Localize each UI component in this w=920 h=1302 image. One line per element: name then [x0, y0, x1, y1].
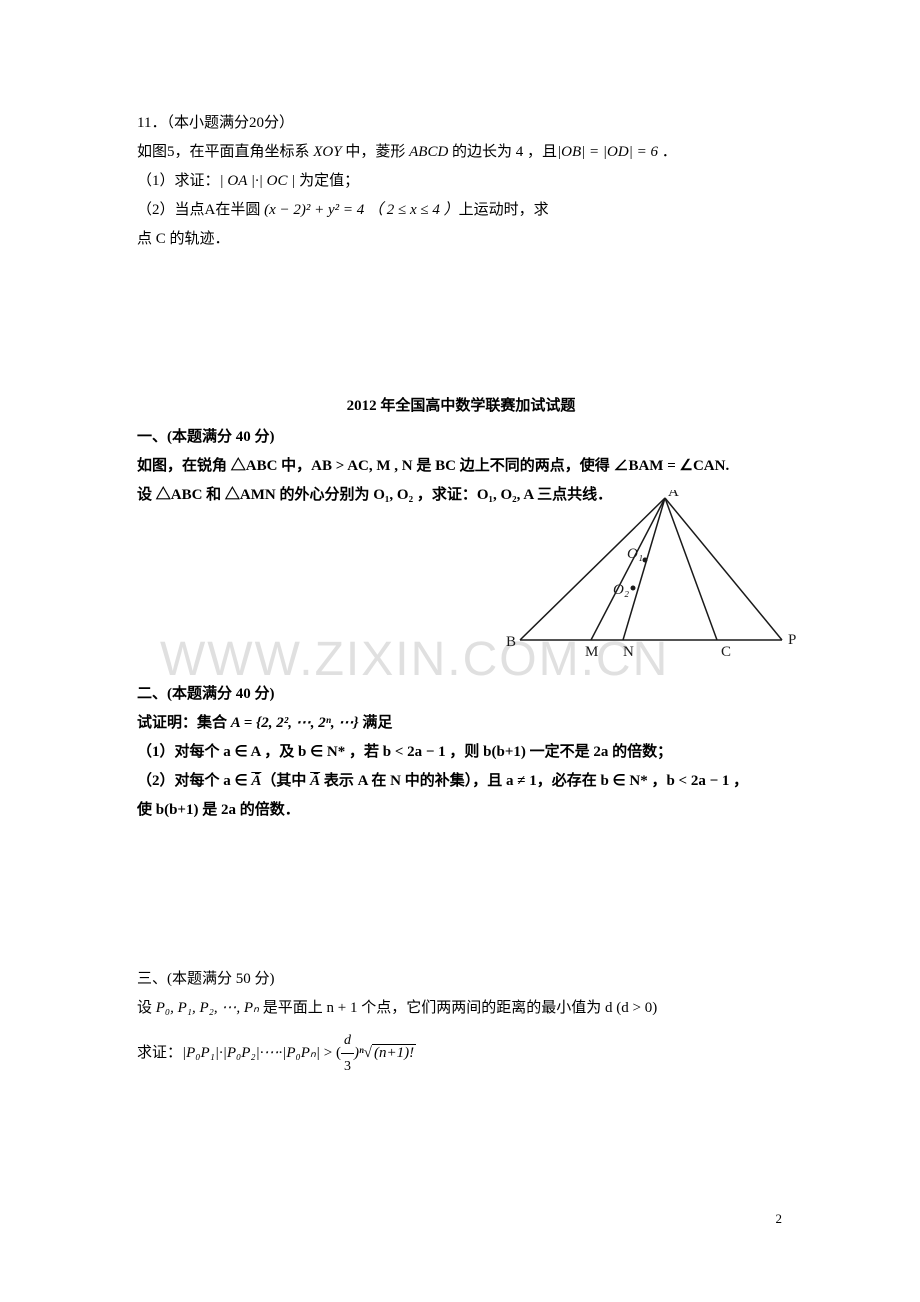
- q11-txt4: ．: [658, 144, 677, 160]
- p2-line1: 试证明：集合 A = {2, 2², ⋯, 2ⁿ, ⋯} 满足: [137, 710, 785, 737]
- p3-gt: > (: [320, 1045, 341, 1061]
- p3-l1a: 设: [137, 1000, 156, 1016]
- spacer2: [137, 826, 785, 966]
- sqrt-arg: (n+1)!: [372, 1044, 416, 1061]
- p1-line1: 如图，在锐角 △ABC 中，AB > AC, M , N 是 BC 边上不同的两…: [137, 453, 785, 480]
- q11-part2-line2: 点 C 的轨迹．: [137, 226, 785, 253]
- svg-text:O₂: O₂: [613, 582, 629, 598]
- p3-line2: 求证：|P₀P₁|·|P₀P₂|·⋯·|P₀Pₙ| > (d3)ⁿ (n+1)!: [137, 1028, 785, 1079]
- q11-line1: 如图5，在平面直角坐标系 XOY 中，菱形 ABCD 的边长为 4 ，且|OB|…: [137, 139, 785, 166]
- svg-text:C: C: [721, 644, 731, 660]
- p3-sqrt: (n+1)!: [364, 1040, 416, 1067]
- q11-number: 11．: [137, 115, 166, 131]
- q11-p2l2: 点 C 的轨迹．: [137, 231, 230, 247]
- q11-p2eq: (x − 2)² + y² = 4 （ 2 ≤ x ≤ 4 ）: [260, 202, 458, 218]
- p2-abar2: Ā: [310, 773, 320, 789]
- q11-part1: （1）求证：| OA |·| OC | 为定值；: [137, 168, 785, 195]
- q11-points: （本小题满分20分）: [166, 115, 294, 131]
- svg-text:A: A: [668, 490, 679, 500]
- frac-num: d: [341, 1028, 354, 1054]
- p3-frac: d3: [341, 1028, 354, 1079]
- p3-l1b: 是平面上 n + 1 个点，它们两两间的距离的最小值为 d (d > 0): [259, 1000, 657, 1016]
- svg-text:M: M: [585, 644, 598, 660]
- frac-den: 3: [341, 1054, 354, 1079]
- p2-set: A = {2, 2², ⋯, 2ⁿ, ⋯}: [231, 715, 359, 731]
- svg-text:P: P: [788, 632, 796, 648]
- q11-p1a: （1）求证：: [137, 173, 220, 189]
- q11-txt: 如图5，在平面直角坐标系: [137, 144, 313, 160]
- svg-text:N: N: [623, 644, 634, 660]
- triangle-diagram: A B C P M N O₁ O₂: [460, 490, 800, 660]
- q11-xoy: XOY: [313, 144, 341, 160]
- q11-part2: （2）当点A在半圆 (x − 2)² + y² = 4 （ 2 ≤ x ≤ 4 …: [137, 197, 785, 224]
- p2-abar: Ā: [251, 773, 261, 789]
- p2-p2c: 表示 A 在 N 中的补集），且 a ≠ 1，必存在 b ∈ N* ，b < 2…: [320, 773, 748, 789]
- p3-pts: P₀, P₁, P₂, ⋯, Pₙ: [156, 1000, 259, 1016]
- p3-line1: 设 P₀, P₁, P₂, ⋯, Pₙ 是平面上 n + 1 个点，它们两两间的…: [137, 995, 785, 1022]
- p2-part1: （1）对每个 a ∈ A ，及 b ∈ N* ，若 b < 2a − 1 ，则 …: [137, 739, 785, 766]
- q11-txt2: 中，菱形: [342, 144, 410, 160]
- svg-text:B: B: [506, 634, 516, 650]
- q11-p1b: 为定值；: [295, 173, 359, 189]
- p2-header: 二、(本题满分 40 分): [137, 681, 785, 708]
- q11-eq1: |OB| = |OD| = 6: [557, 144, 658, 160]
- p3-prod: |P₀P₁|·|P₀P₂|·⋯·|P₀Pₙ|: [182, 1045, 320, 1061]
- p2-part2: （2）对每个 a ∈ Ā（其中 Ā 表示 A 在 N 中的补集），且 a ≠ 1…: [137, 768, 785, 795]
- q11-p1eq: | OA |·| OC |: [220, 173, 296, 189]
- svg-text:O₁: O₁: [627, 546, 643, 562]
- p3-l2a: 求证：: [137, 1045, 182, 1061]
- p2-part2-line2: 使 b(b+1) 是 2a 的倍数．: [137, 797, 785, 824]
- q11-header: 11．（本小题满分20分）: [137, 110, 785, 137]
- p1-header: 一、(本题满分 40 分): [137, 424, 785, 451]
- page-number: 2: [776, 1211, 783, 1227]
- q11-txt3: 的边长为 4 ，且: [448, 144, 557, 160]
- q11-p2b: 上运动时，求: [459, 202, 549, 218]
- p3-exp: )ⁿ: [354, 1045, 364, 1061]
- p2-l1b: 满足: [359, 715, 393, 731]
- q11-abcd: ABCD: [409, 144, 448, 160]
- p2-p2b: （其中: [261, 773, 310, 789]
- section2-title: 2012 年全国高中数学联赛加试试题: [137, 393, 785, 420]
- p3-header: 三、(本题满分 50 分): [137, 966, 785, 993]
- p2-l1a: 试证明：集合: [137, 715, 231, 731]
- p2-p2a: （2）对每个 a ∈: [137, 773, 251, 789]
- q11-p2a: （2）当点A在半圆: [137, 202, 260, 218]
